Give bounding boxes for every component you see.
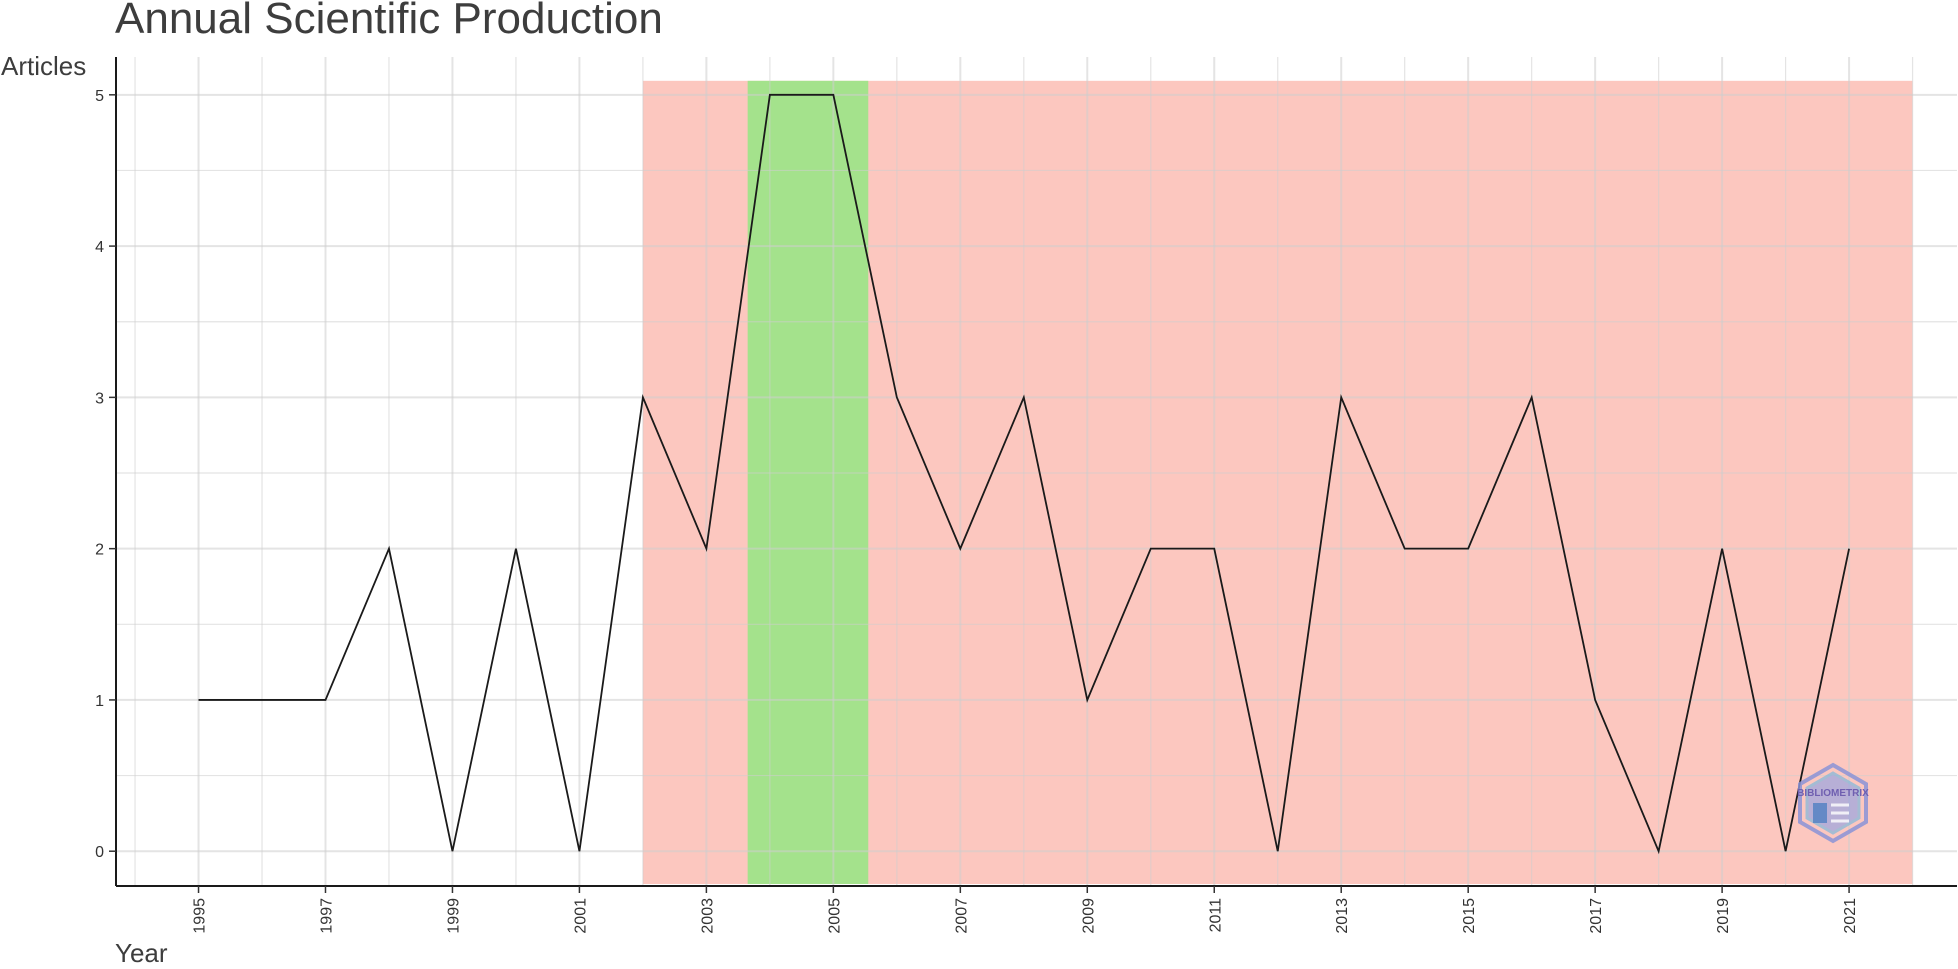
x-tick-label: 2017 bbox=[1588, 898, 1605, 934]
x-tick-label: 2015 bbox=[1461, 898, 1478, 934]
axes bbox=[115, 57, 1957, 887]
grid-lines bbox=[116, 57, 1957, 886]
x-tick-label: 2019 bbox=[1715, 898, 1732, 934]
x-tick-label: 2021 bbox=[1842, 898, 1859, 934]
series-line-group bbox=[198, 93, 1850, 855]
logo-stripes bbox=[1831, 803, 1849, 823]
x-tick-label: 2001 bbox=[572, 898, 589, 934]
x-tick-label: 2013 bbox=[1334, 898, 1351, 934]
series-line bbox=[198, 93, 1850, 855]
x-tick-label: 2011 bbox=[1207, 898, 1224, 933]
x-tick-label: 1997 bbox=[318, 898, 335, 934]
x-axis-title: Year bbox=[115, 938, 168, 964]
y-tick-label: 1 bbox=[95, 693, 104, 710]
x-tick-label: 2005 bbox=[826, 898, 843, 934]
x-tick-label: 1999 bbox=[445, 898, 462, 934]
y-tick-label: 4 bbox=[95, 239, 104, 256]
highlight-band-2 bbox=[747, 80, 869, 885]
logo-bar bbox=[1813, 803, 1827, 823]
x-tick-label: 2007 bbox=[953, 898, 970, 934]
bibliometrix-logo: BIBLIOMETRIX bbox=[1797, 762, 1869, 844]
x-tick-label: 2003 bbox=[699, 898, 716, 934]
y-tick-label: 0 bbox=[95, 844, 104, 861]
y-tick-label: 5 bbox=[95, 88, 104, 105]
y-tick-label: 3 bbox=[95, 390, 104, 407]
logo-wordmark: BIBLIOMETRIX bbox=[1797, 788, 1869, 799]
axis-ticks: 0 1 2 3 4 5 1995 1997 1999 2001 2003 2005 2007 2009 20… bbox=[95, 88, 1859, 934]
x-tick-label: 1995 bbox=[192, 898, 209, 934]
y-axis-title: Articles bbox=[1, 51, 86, 81]
y-tick-label: 2 bbox=[95, 542, 104, 559]
chart-title: Annual Scientific Production bbox=[115, 0, 663, 43]
x-tick-label: 2009 bbox=[1080, 898, 1097, 934]
logo-hexagon-outer bbox=[1798, 762, 1868, 844]
